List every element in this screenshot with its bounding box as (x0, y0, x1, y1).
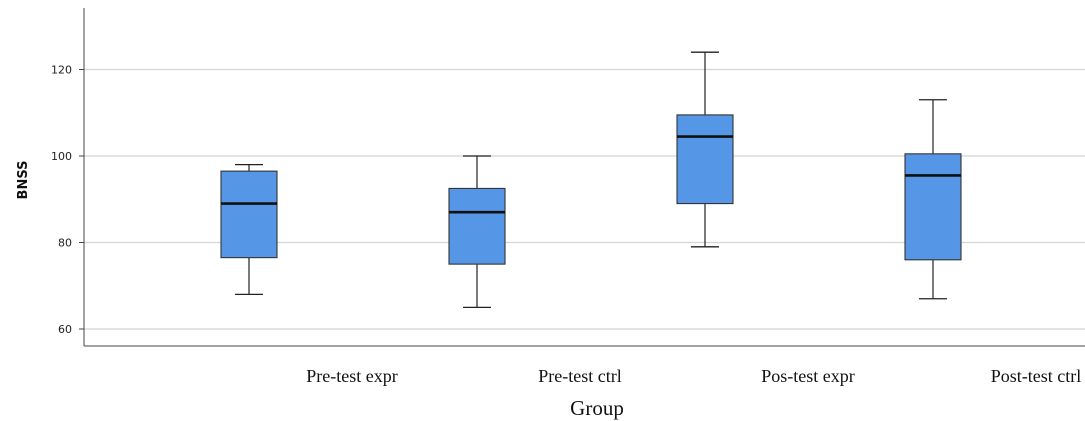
axes (83, 8, 1085, 347)
y-axis-title: BNSS (16, 161, 31, 200)
x-category-label: Pos-test expr (761, 366, 855, 386)
box-group-4 (904, 99, 962, 300)
interquartile-box (676, 114, 734, 205)
y-tick-label-100: 100 (51, 150, 72, 163)
interquartile-box (904, 153, 962, 261)
box-group-1 (220, 163, 278, 296)
x-category-label: Post-test ctrl (991, 366, 1082, 386)
y-tick-label-120: 120 (51, 64, 72, 77)
y-tick-label-80: 80 (58, 237, 72, 250)
interquartile-box (220, 170, 278, 259)
x-category-label: Pre-test ctrl (538, 366, 621, 386)
x-category-label: Pre-test expr (306, 366, 397, 386)
box-group-3 (676, 51, 734, 248)
y-tick-label-60: 60 (58, 323, 72, 336)
y-tick-labels: 60 80 100 120 (51, 64, 72, 337)
x-category-labels: Pre-test expr Pre-test ctrl Pos-test expr P… (306, 366, 1081, 386)
x-axis-title: Group (570, 396, 624, 420)
box-group-2 (448, 155, 506, 309)
interquartile-box (448, 187, 506, 265)
boxes (220, 51, 962, 309)
